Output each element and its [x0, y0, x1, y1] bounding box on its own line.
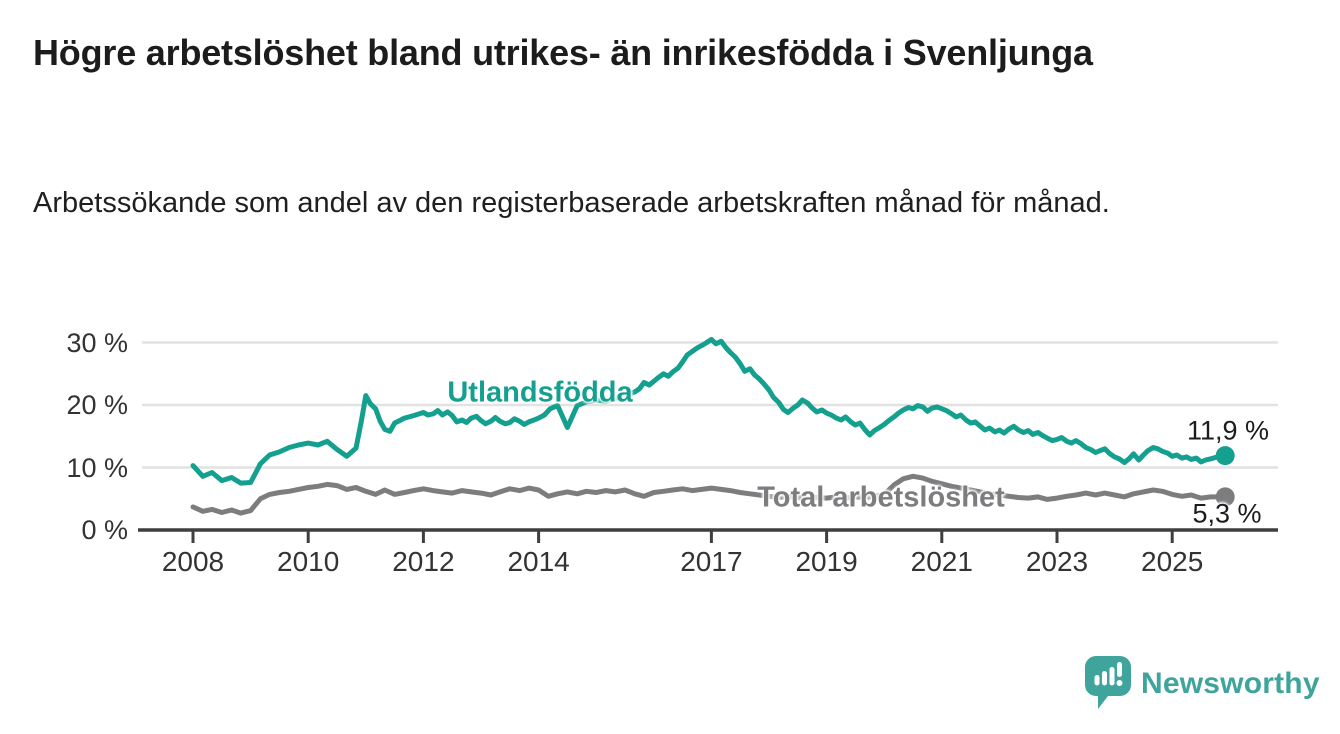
newsworthy-logo: Newsworthy: [1085, 656, 1320, 712]
newsworthy-logo-icon: [1085, 656, 1131, 709]
newsworthy-logo-text: Newsworthy: [1141, 667, 1320, 700]
page-title: Högre arbetslöshet bland utrikes- än inr…: [33, 32, 1093, 73]
page-subtitle: Arbetssökande som andel av den registerb…: [33, 187, 1110, 219]
